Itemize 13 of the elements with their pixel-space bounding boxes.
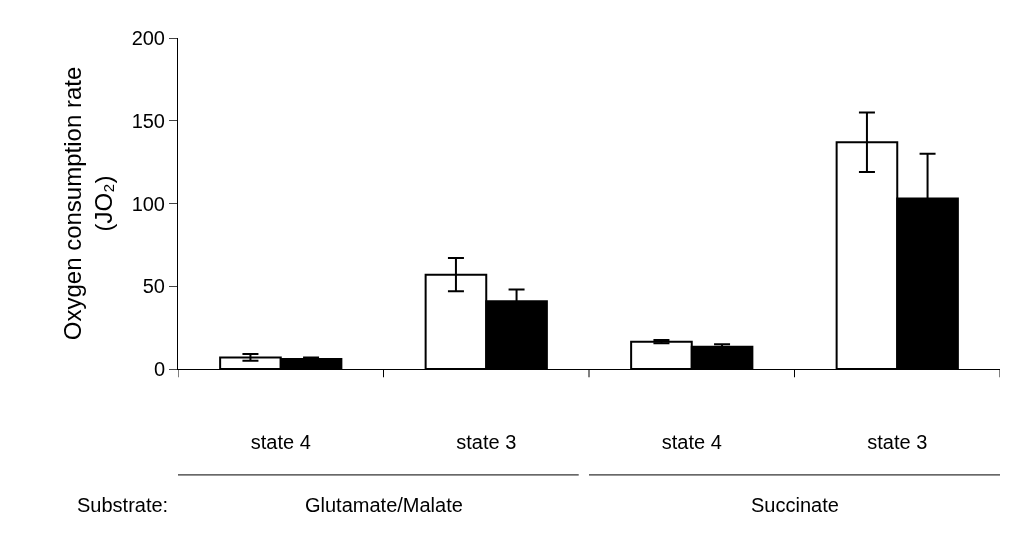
text: Succinate <box>751 494 839 516</box>
y-tick-label: 150 <box>131 109 165 132</box>
y-tick-label: 0 <box>153 358 165 380</box>
y-axis-title: Oxygen consumption rate (JO₂) <box>58 66 117 341</box>
y-tick-label: 200 <box>131 27 165 49</box>
text: Substrate: <box>77 494 169 516</box>
x-tick-label: state 3 <box>867 431 928 453</box>
x-tick-label: state 3 <box>456 431 517 453</box>
y-tick-label: 50 <box>142 275 165 298</box>
x-tick-label: state 4 <box>661 431 722 453</box>
x-tick-label: state 4 <box>250 431 311 453</box>
text: Glutamate/Malate <box>305 494 463 516</box>
y-tick-label: 100 <box>131 192 165 215</box>
